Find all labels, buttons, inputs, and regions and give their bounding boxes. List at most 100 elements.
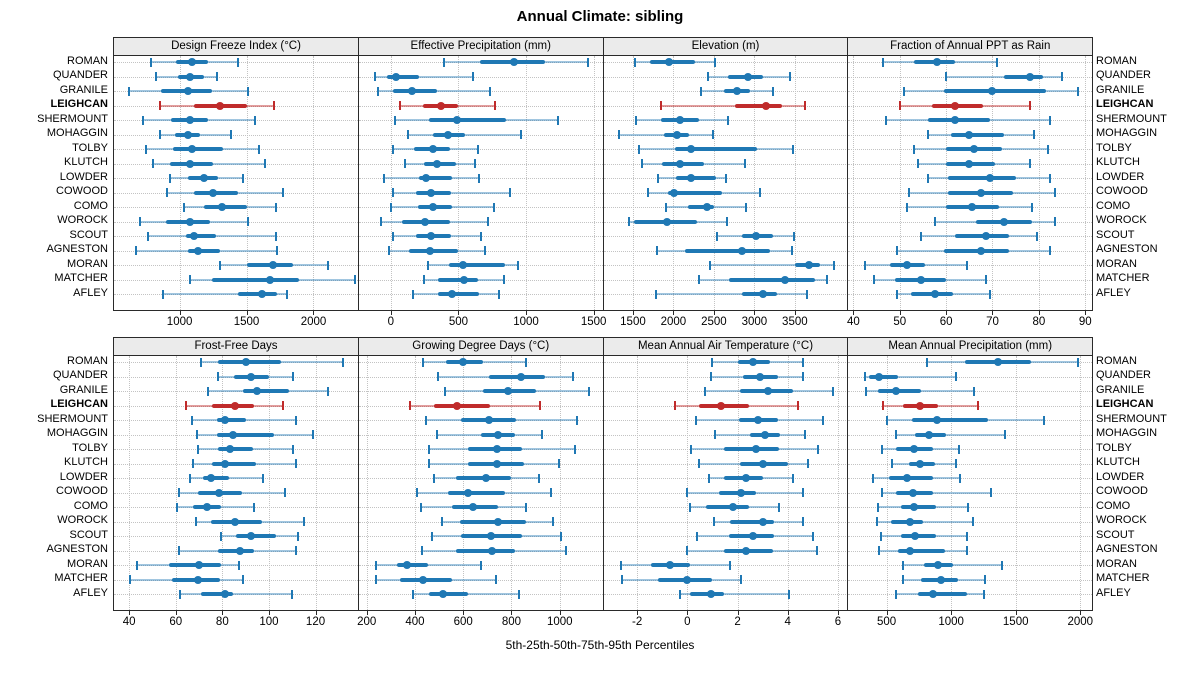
cap-5th: [391, 231, 394, 241]
cap-5th: [633, 57, 636, 67]
panel-plot-effective-precipitation-mm: [358, 56, 603, 310]
cap-5th: [444, 386, 447, 396]
cap-95th: [557, 459, 560, 468]
cap-95th: [252, 502, 255, 512]
site-label-right-moran: MORAN: [1096, 257, 1137, 270]
gridline-vertical: [463, 356, 465, 610]
cap-5th: [440, 517, 443, 526]
site-label-right-como: COMO: [1096, 499, 1131, 512]
cap-5th: [420, 502, 422, 512]
axis-tick: [713, 310, 715, 315]
gridline-horizontal: [603, 362, 848, 363]
cap-95th: [294, 546, 297, 555]
median-dot: [906, 546, 915, 555]
panel-plot-design-freeze-index-c: [114, 56, 358, 310]
median-dot: [762, 101, 771, 110]
cap-95th: [788, 589, 790, 599]
gridline-horizontal: [358, 91, 603, 92]
axis-tick: [458, 310, 460, 315]
cap-5th: [673, 401, 676, 410]
axis-tick: [1015, 610, 1017, 615]
cap-5th: [178, 488, 181, 497]
cap-95th: [1061, 72, 1064, 81]
median-dot: [228, 430, 237, 439]
axis-tick: [787, 610, 789, 615]
median-dot: [438, 590, 447, 598]
gridline-vertical: [366, 356, 368, 610]
gridline-vertical: [886, 356, 888, 610]
site-label-left-lowder: LOWDER: [59, 470, 108, 483]
site-label-right-shermount: SHERMOUNT: [1096, 412, 1167, 425]
gridline-horizontal: [848, 579, 1093, 581]
gridline-vertical: [175, 356, 177, 610]
axis-tick-label: 60: [169, 616, 183, 628]
cap-95th: [477, 144, 480, 154]
median-dot: [426, 246, 434, 255]
cap-5th: [695, 415, 698, 425]
median-dot: [976, 246, 985, 255]
iqr-bar-25-75: [706, 505, 749, 509]
site-label-left-tolby: TOLBY: [72, 141, 108, 154]
median-dot: [805, 261, 814, 269]
cap-5th: [149, 57, 152, 67]
cap-95th: [292, 372, 295, 381]
site-label-right-scout: SCOUT: [1096, 528, 1135, 541]
cap-5th: [422, 275, 425, 284]
iqr-bar-25-75: [675, 147, 758, 151]
cap-5th: [220, 531, 223, 541]
cap-5th: [905, 202, 908, 212]
median-dot: [932, 58, 941, 66]
iqr-bar-25-75: [723, 447, 779, 451]
gridline-horizontal: [603, 579, 848, 581]
median-dot: [993, 358, 1002, 366]
cap-5th: [129, 575, 132, 584]
axis-tick: [559, 610, 561, 615]
iqr-bar-25-75: [948, 176, 1016, 180]
cap-95th: [801, 357, 804, 367]
cap-95th: [954, 459, 957, 468]
cap-95th: [1001, 560, 1004, 570]
panel-plot-fraction-of-annual-ppt-as-rain: [848, 56, 1093, 310]
gridline-horizontal: [358, 163, 603, 165]
median-dot: [494, 517, 503, 526]
iqr-bar-25-75: [211, 461, 257, 466]
cap-5th: [424, 415, 427, 425]
cap-5th: [412, 289, 415, 299]
cap-95th: [1076, 357, 1079, 367]
cap-5th: [678, 589, 681, 599]
cap-95th: [281, 188, 284, 197]
site-label-right-granile: GRANILE: [1096, 83, 1145, 96]
cap-95th: [353, 275, 356, 284]
cap-5th: [393, 115, 396, 125]
site-labels-right-row0: ROMAN QUANDER GRANILE LEIGHCAN SHERMOUNT MOHA…: [1096, 55, 1200, 309]
site-label-right-worock: WOROCK: [1096, 514, 1147, 526]
median-dot: [186, 217, 195, 226]
site-label-right-cowood: COWOOD: [1096, 185, 1148, 197]
panel-strip-mean-annual-air-temperature-c: Mean Annual Air Temperature (°C): [603, 338, 848, 356]
axis-tick: [179, 310, 181, 315]
cap-95th: [726, 217, 729, 226]
cap-5th: [389, 202, 392, 212]
iqr-bar-25-75: [202, 476, 230, 480]
cap-5th: [188, 473, 191, 483]
cap-5th: [409, 401, 412, 410]
cap-95th: [284, 488, 287, 497]
axis-tick-label: 4: [784, 616, 791, 628]
median-dot: [190, 232, 199, 240]
panel-frost-free-days: Frost-Free Days: [113, 337, 359, 611]
cap-95th: [1049, 173, 1052, 183]
cap-5th: [388, 246, 391, 255]
gridline-horizontal: [603, 120, 848, 121]
site-label-left-klutch: KLUTCH: [63, 156, 108, 168]
gridline-vertical: [632, 56, 634, 310]
median-dot: [1000, 217, 1009, 226]
cap-95th: [538, 473, 541, 483]
site-label-right-roman: ROMAN: [1096, 54, 1137, 67]
cap-95th: [957, 444, 960, 454]
median-dot: [493, 459, 502, 468]
site-label-right-mohaggin: MOHAGGIN: [1096, 427, 1158, 439]
cap-5th: [428, 459, 431, 468]
median-dot: [186, 72, 195, 81]
cap-95th: [257, 144, 260, 154]
cap-95th: [479, 231, 482, 241]
